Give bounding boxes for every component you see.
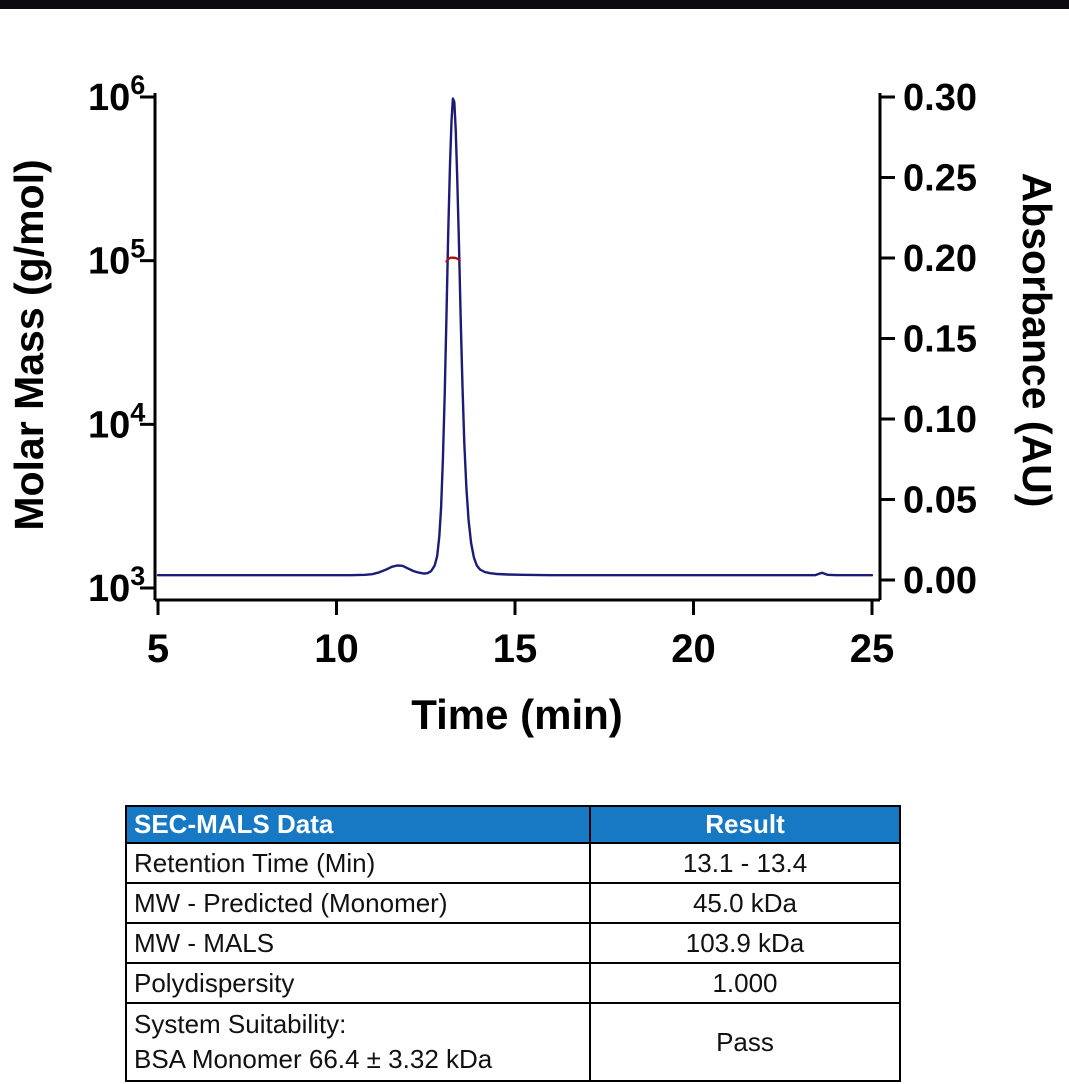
left-axis-tick-label: 103 — [88, 561, 145, 610]
row-value-cell: 45.0 kDa — [589, 882, 901, 924]
left-axis-tick-label: 104 — [88, 397, 145, 446]
table-header-row: SEC-MALS Data Result — [125, 805, 901, 844]
row-value-cell: 13.1 - 13.4 — [589, 842, 901, 884]
row-label-cell: MW - Predicted (Monomer) — [125, 882, 591, 924]
row-value-cell: 1.000 — [589, 962, 901, 1004]
table-row: System Suitability: BSA Monomer 66.4 ± 3… — [125, 1002, 901, 1082]
right-axis-tick-label: 0.25 — [903, 158, 977, 200]
molar-mass-trace — [445, 256, 461, 263]
table-row: Polydispersity 1.000 — [125, 962, 901, 1004]
table-row: MW - MALS 103.9 kDa — [125, 922, 901, 964]
left-axis-tick-label: 105 — [88, 234, 145, 283]
x-axis-title: Time (min) — [411, 691, 623, 738]
x-axis-tick-label: 15 — [493, 627, 538, 671]
right-axis-tick-label: 0.00 — [903, 560, 977, 602]
x-axis-tick-label: 5 — [147, 627, 169, 671]
right-axis-tick-label: 0.10 — [903, 399, 977, 441]
row-label-cell: System Suitability: BSA Monomer 66.4 ± 3… — [125, 1002, 591, 1082]
table-row: Retention Time (Min) 13.1 - 13.4 — [125, 842, 901, 884]
row-label-cell: Polydispersity — [125, 962, 591, 1004]
x-axis-tick-label: 25 — [850, 627, 895, 671]
row-value-cell: 103.9 kDa — [589, 922, 901, 964]
right-axis-tick-label: 0.15 — [903, 319, 977, 361]
chromatogram-plot: 5 10 15 20 25 0.30 0.25 0.20 0.15 0.10 0.05 0.00 106… — [88, 70, 977, 671]
table-header-label: SEC-MALS Data — [125, 805, 591, 844]
right-axis-tick-label: 0.30 — [903, 77, 977, 119]
x-axis-tick-label: 10 — [314, 627, 359, 671]
right-axis-tick-label: 0.20 — [903, 238, 977, 280]
top-border-bar — [0, 0, 1069, 9]
row-label-cell: Retention Time (Min) — [125, 842, 591, 884]
sec-mals-results-table: SEC-MALS Data Result Retention Time (Min… — [125, 805, 901, 1082]
x-axis-tick-label: 20 — [671, 627, 716, 671]
left-axis-tick-label: 106 — [88, 70, 145, 119]
table-row: MW - Predicted (Monomer) 45.0 kDa — [125, 882, 901, 924]
row-value-cell: Pass — [589, 1002, 901, 1082]
table-header-result: Result — [589, 805, 901, 844]
absorbance-trace — [156, 97, 874, 577]
row-label-cell: MW - MALS — [125, 922, 591, 964]
right-axis-tick-label: 0.05 — [903, 480, 977, 522]
